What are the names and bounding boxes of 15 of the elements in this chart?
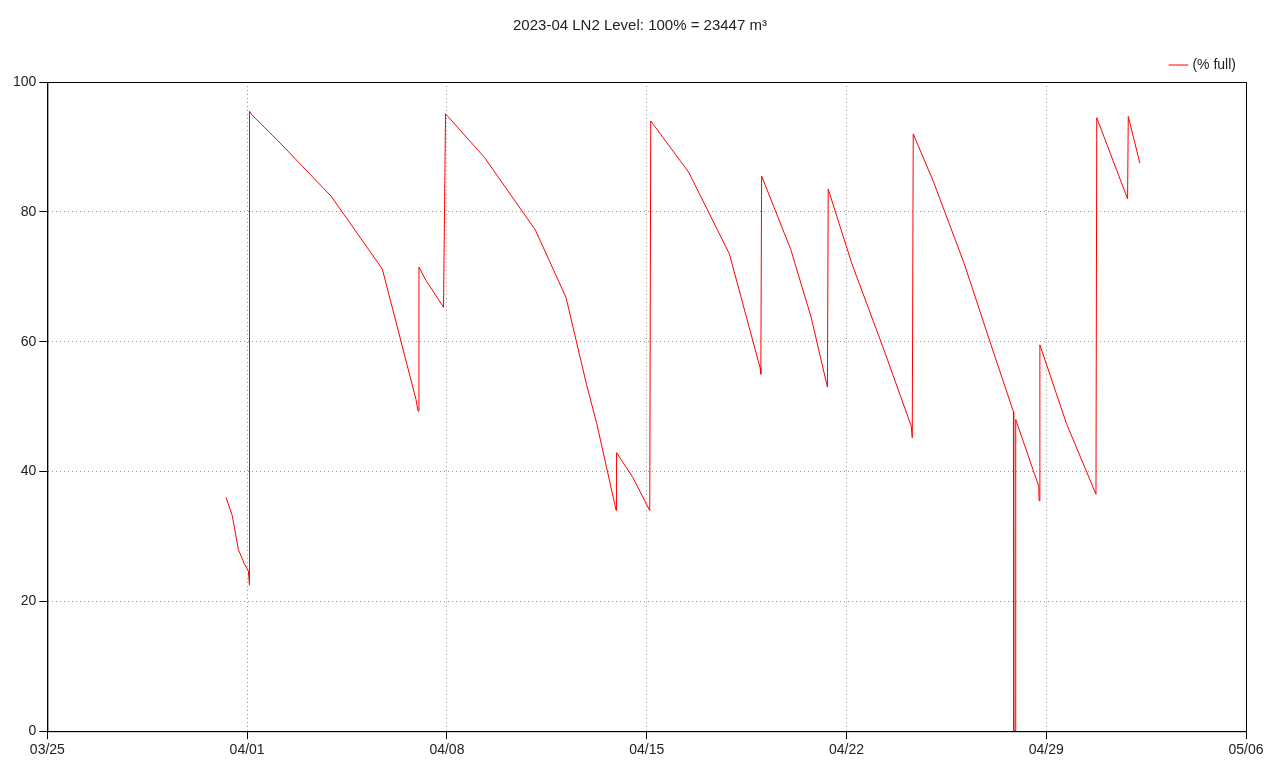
legend-label: (% full)	[1192, 55, 1236, 72]
y-tick-label: 20	[20, 592, 37, 609]
chart-title: 2023-04 LN2 Level: 100% = 23447 m³	[512, 16, 768, 33]
y-tick-label: 40	[20, 462, 37, 479]
x-tick-label: 03/25	[29, 741, 66, 758]
x-tick-label: 05/06	[1228, 741, 1264, 758]
y-tick-label: 0	[28, 722, 37, 739]
y-tick-label: 60	[20, 332, 37, 349]
x-tick-label: 04/08	[429, 741, 465, 758]
x-tick-label: 04/15	[629, 741, 665, 758]
x-tick-label: 04/22	[828, 741, 865, 758]
y-tick-label: 80	[20, 202, 37, 219]
x-tick-label: 04/01	[229, 741, 265, 758]
x-tick-label: 04/29	[1028, 741, 1064, 758]
y-tick-label: 100	[13, 72, 37, 89]
